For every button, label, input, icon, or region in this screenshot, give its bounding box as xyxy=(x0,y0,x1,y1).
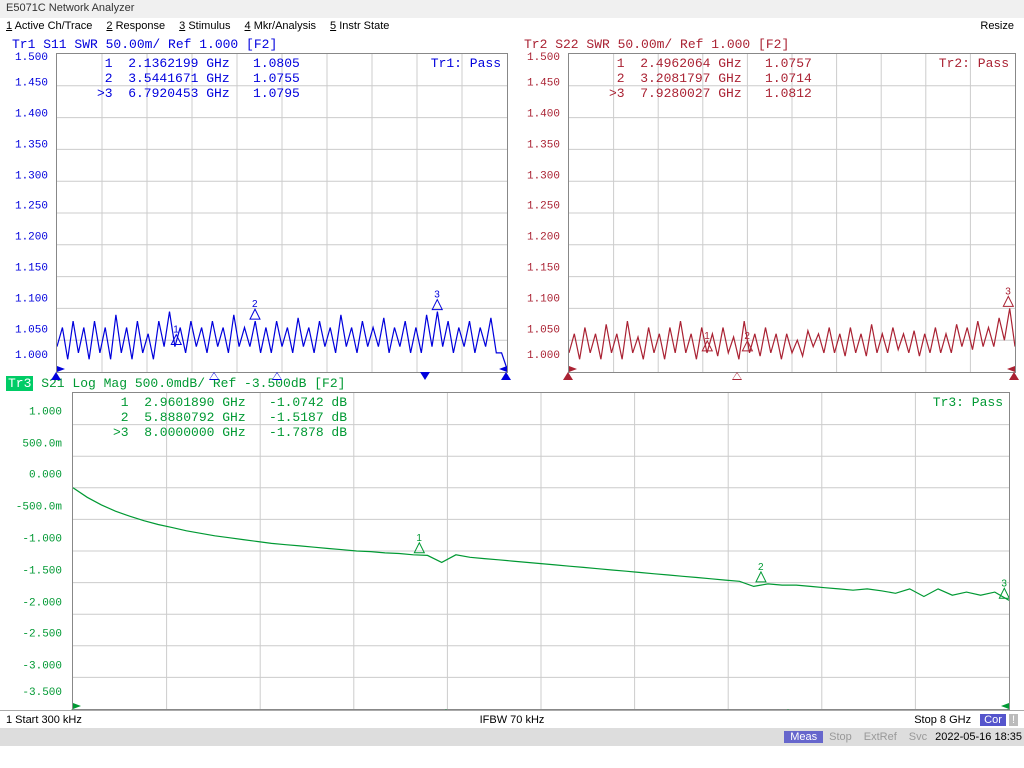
svg-text:1: 1 xyxy=(173,325,179,336)
svg-text:1: 1 xyxy=(704,331,710,342)
svg-text:2: 2 xyxy=(744,331,750,342)
status-svc: Svc xyxy=(903,731,933,743)
trace3-header: Tr3 S21 Log Mag 500.0mdB/ Ref -3.500dB [… xyxy=(0,375,1024,392)
status-extref: ExtRef xyxy=(858,731,903,743)
svg-text:2: 2 xyxy=(252,299,258,310)
trace3-ylabels: 1.000500.0m0.000-500.0m-1.000-1.500-2.00… xyxy=(0,392,66,710)
trace1-header: Tr1 S11 SWR 50.00m/ Ref 1.000 [F2] xyxy=(0,36,512,53)
trace1-chart[interactable]: 1 2 3 1 2.1362199 GHz 1.0805 2 3.5441671 G… xyxy=(56,53,508,373)
window-title: E5071C Network Analyzer xyxy=(0,0,1024,18)
svg-text:3: 3 xyxy=(434,290,440,301)
sweep-info-bar: 1 Start 300 kHz IFBW 70 kHz Stop 8 GHz C… xyxy=(0,710,1024,728)
svg-text:3: 3 xyxy=(1001,578,1007,589)
svg-text:3: 3 xyxy=(1005,286,1011,297)
trace2-chart[interactable]: 1 2 3 1 2.4962064 GHz 1.0757 2 3.2081797 G… xyxy=(568,53,1016,373)
ifbw: IFBW 70 kHz xyxy=(480,714,545,726)
trace1-ylabels: 1.5001.4501.4001.3501.3001.2501.2001.150… xyxy=(0,53,52,373)
menu-stimulus[interactable]: 3 Stimulus xyxy=(179,20,230,34)
trace3-marker-readout: 1 2.9601890 GHz -1.0742 dB 2 5.8880792 G… xyxy=(113,395,347,440)
trace3-pass: Tr3: Pass xyxy=(933,395,1003,410)
menu-response[interactable]: 2 Response xyxy=(106,20,165,34)
trace2-ylabels: 1.5001.4501.4001.3501.3001.2501.2001.150… xyxy=(512,53,564,373)
trace1-pass: Tr1: Pass xyxy=(431,56,501,71)
svg-text:2: 2 xyxy=(758,562,764,573)
menu-active-ch[interactable]: 1 Active Ch/Trace xyxy=(6,20,92,34)
status-stop[interactable]: Stop xyxy=(823,731,858,743)
trace2-pass: Tr2: Pass xyxy=(939,56,1009,71)
status-datetime: 2022-05-16 18:35 xyxy=(933,731,1024,743)
start-freq: 1 Start 300 kHz xyxy=(6,714,82,726)
trace3-chart[interactable]: 1 2 3 1 2.9601890 GHz -1.0742 dB 2 5.88807… xyxy=(72,392,1010,710)
status-meas[interactable]: Meas xyxy=(784,731,823,743)
svg-text:1: 1 xyxy=(416,533,422,544)
menu-instr[interactable]: 5 Instr State xyxy=(330,20,389,34)
trace1-marker-readout: 1 2.1362199 GHz 1.0805 2 3.5441671 GHz 1… xyxy=(97,56,300,101)
status-bar: Meas Stop ExtRef Svc 2022-05-16 18:35 xyxy=(0,728,1024,746)
menu-bar: 1 Active Ch/Trace 2 Response 3 Stimulus … xyxy=(0,18,1024,36)
trace2-header: Tr2 S22 SWR 50.00m/ Ref 1.000 [F2] xyxy=(512,36,1024,53)
menu-resize[interactable]: Resize xyxy=(980,20,1014,34)
trace2-marker-readout: 1 2.4962064 GHz 1.0757 2 3.2081797 GHz 1… xyxy=(609,56,812,101)
stop-freq: Stop 8 GHz Cor ! xyxy=(914,714,1018,726)
menu-mkr[interactable]: 4 Mkr/Analysis xyxy=(245,20,317,34)
